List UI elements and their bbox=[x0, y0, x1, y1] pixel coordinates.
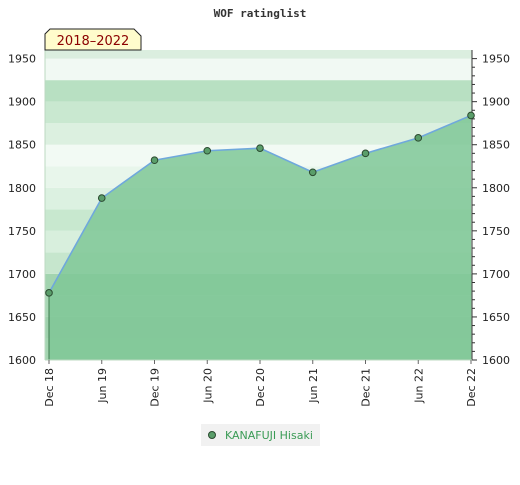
legend-marker bbox=[208, 431, 216, 439]
y-tick-label-left: 1600 bbox=[8, 354, 36, 367]
y-tick-label-right: 1650 bbox=[482, 311, 510, 324]
legend: KANAFUJI Hisaki bbox=[201, 424, 320, 446]
background-band bbox=[45, 58, 472, 81]
x-tick-label: Dec 19 bbox=[149, 368, 162, 407]
axes: 1600 1600 1650 1650 1700 1700 1750 1750 1800 1800… bbox=[8, 50, 510, 407]
background-band bbox=[45, 80, 472, 102]
y-tick-label-left: 1950 bbox=[8, 53, 36, 66]
background-band bbox=[45, 101, 472, 124]
data-point bbox=[414, 134, 423, 142]
year-badge: 2018–2022 bbox=[44, 28, 142, 51]
x-tick-label: Jun 21 bbox=[307, 368, 320, 404]
y-tick-label-right: 1700 bbox=[482, 268, 510, 281]
data-point bbox=[308, 168, 317, 177]
data-point bbox=[467, 111, 475, 120]
x-tick-label: Dec 20 bbox=[254, 368, 267, 407]
year-badge-box bbox=[44, 28, 142, 51]
y-tick-label-left: 1900 bbox=[8, 96, 36, 109]
data-point bbox=[97, 194, 106, 202]
y-tick-label-right: 1850 bbox=[482, 139, 510, 152]
series-area bbox=[49, 115, 471, 360]
legend-label: KANAFUJI Hisaki bbox=[225, 428, 313, 442]
data-point bbox=[150, 156, 159, 165]
x-tick-label: Dec 21 bbox=[360, 368, 373, 407]
year-badge-label: 2018–2022 bbox=[57, 34, 130, 49]
x-tick-label: Jun 20 bbox=[201, 368, 214, 404]
y-tick-label-right: 1600 bbox=[482, 354, 510, 367]
data-point bbox=[45, 289, 53, 297]
background-band bbox=[45, 123, 472, 145]
x-tick-label: Jun 22 bbox=[412, 368, 425, 404]
y-tick-label-right: 1750 bbox=[482, 225, 510, 238]
x-tick-label: Dec 22 bbox=[465, 368, 478, 407]
data-point bbox=[203, 146, 212, 155]
y-tick-label-right: 1950 bbox=[482, 53, 510, 66]
x-tick-label: Jun 19 bbox=[96, 368, 109, 404]
y-tick-label-left: 1800 bbox=[8, 182, 36, 195]
x-tick-label: Dec 18 bbox=[43, 368, 56, 407]
data-point bbox=[256, 144, 264, 152]
background-band bbox=[45, 50, 472, 59]
y-tick-label-left: 1650 bbox=[8, 311, 36, 324]
y-tick-label-right: 1900 bbox=[482, 96, 510, 109]
y-tick-label-left: 1700 bbox=[8, 268, 36, 281]
data-point bbox=[361, 149, 370, 158]
chart-title: WOF ratinglist bbox=[214, 7, 307, 20]
y-tick-label-left: 1750 bbox=[8, 225, 36, 238]
y-tick-label-left: 1850 bbox=[8, 139, 36, 152]
y-tick-label-right: 1800 bbox=[482, 182, 510, 195]
points-layer bbox=[45, 111, 475, 297]
